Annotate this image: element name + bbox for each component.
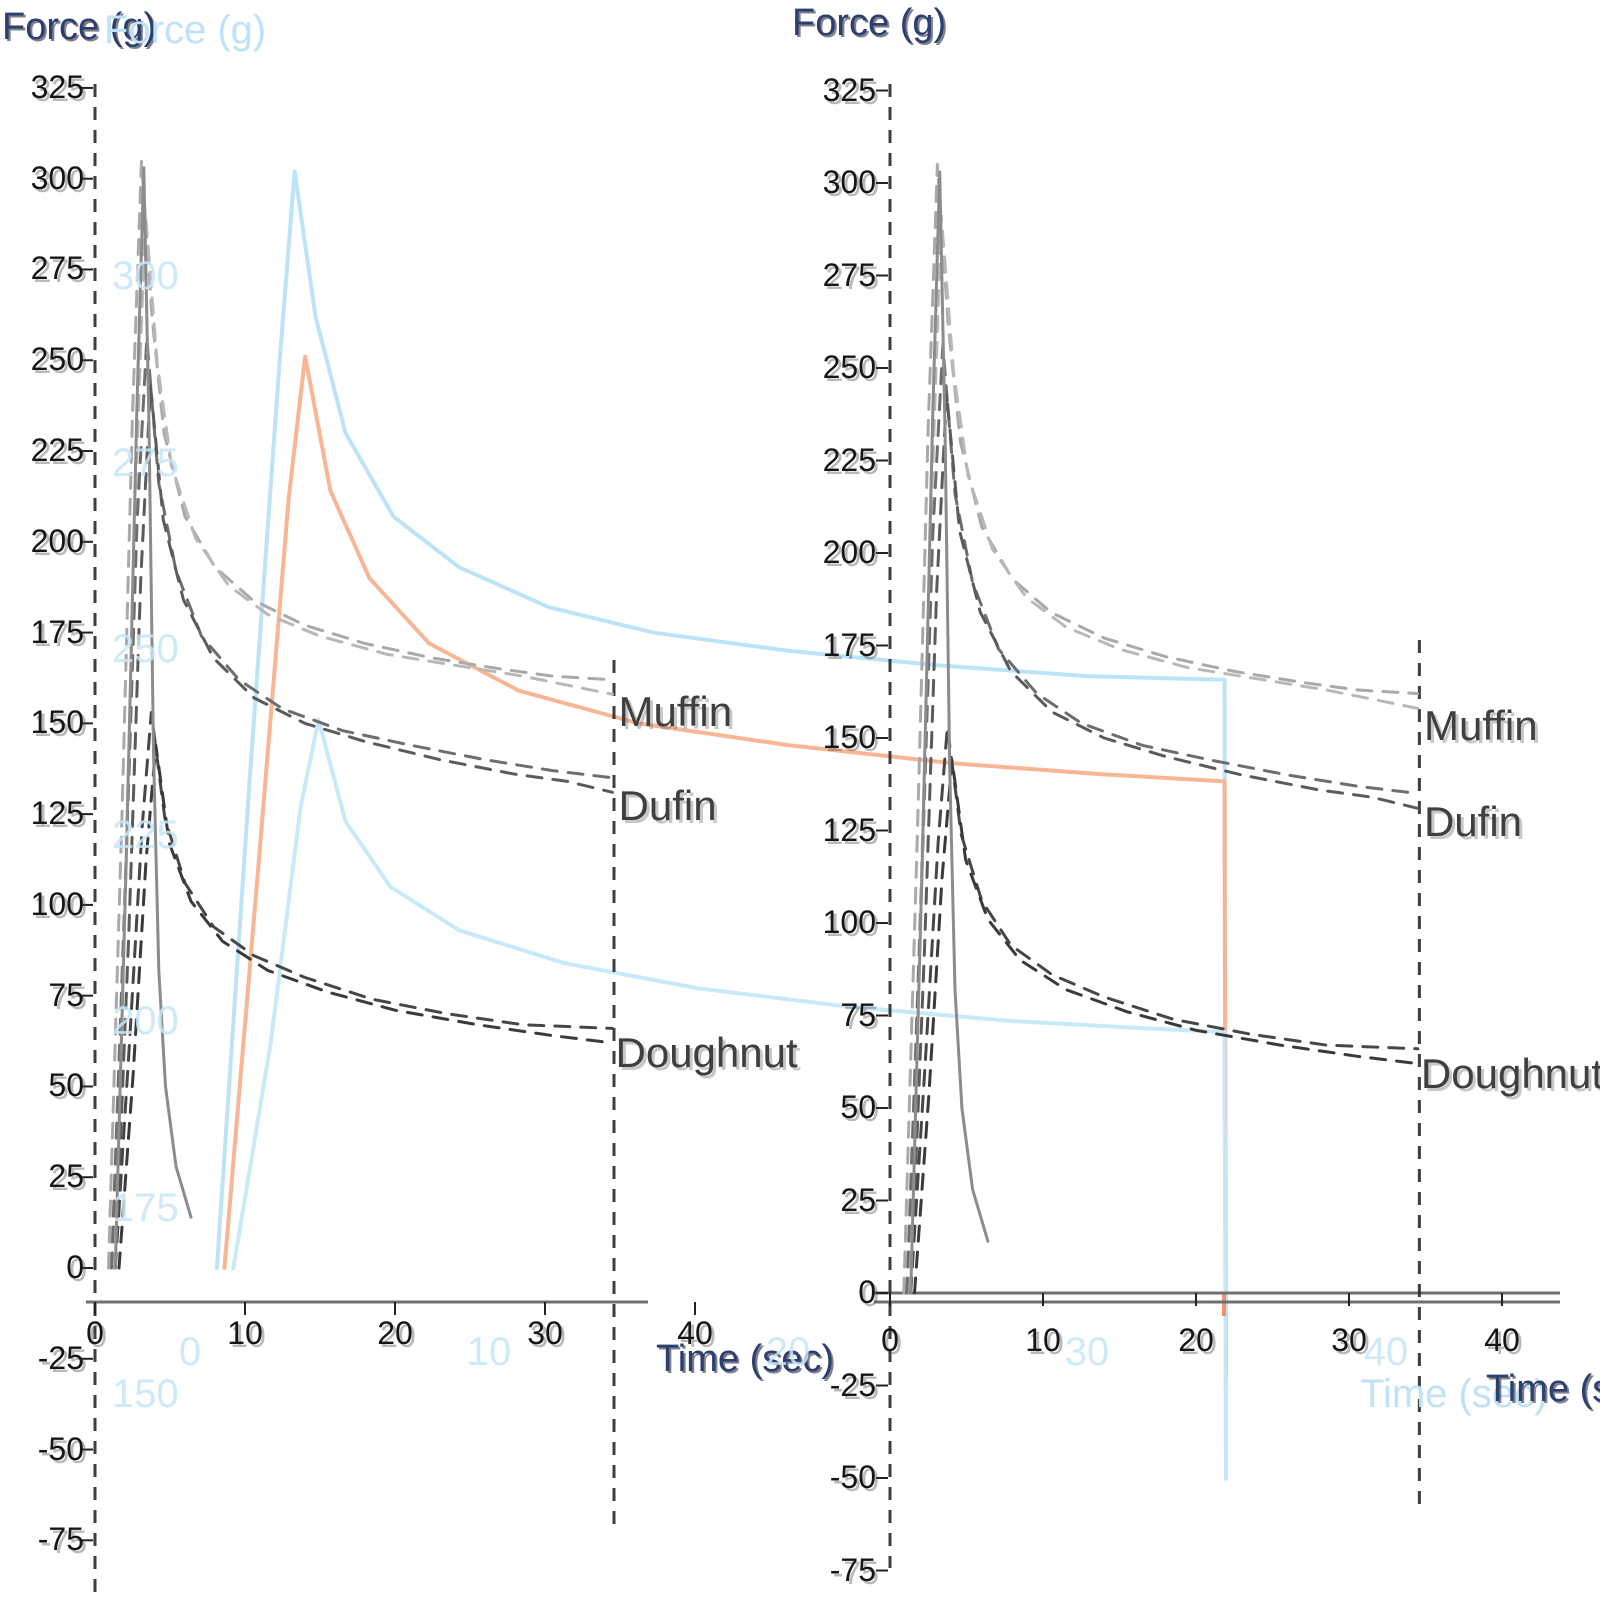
y-tick-label: 275 — [30, 250, 84, 287]
ghost-curve-dufin-ghost — [222, 354, 1228, 1379]
y-tick-label: -75 — [829, 1551, 876, 1588]
y-tick-label: -25 — [37, 1339, 84, 1376]
y-tick-label: 325 — [30, 68, 84, 105]
y-tick-label: 150 — [30, 704, 84, 741]
x-axis-title-ghost: Time (sec) — [1360, 1372, 1548, 1416]
y-tick-label: -50 — [829, 1459, 876, 1495]
y-tick-label: 200 — [30, 522, 84, 559]
y-tick-label: -75 — [37, 1521, 84, 1558]
y-tick-label: -25 — [829, 1366, 876, 1403]
y-tick-label: 250 — [822, 349, 876, 385]
curve-dufin-band-lower-left — [113, 384, 614, 1270]
y-tick-label: 225 — [822, 441, 876, 478]
curve-dufin-band-upper-right — [905, 344, 1420, 1295]
curve-doughnut-band-lower-left — [117, 743, 614, 1270]
ghost-y-tick-label: 275 — [112, 440, 179, 485]
curve-label-dufin-left: Dufin — [618, 782, 717, 830]
x-tick-label: 30 — [1331, 1322, 1367, 1358]
y-tick-label: 325 — [822, 71, 876, 108]
y-tick-label: 125 — [30, 795, 84, 832]
curve-label-muffin-left: Muffin — [618, 687, 733, 735]
y-tick-label: 200 — [822, 534, 876, 570]
x-tick-label: 0 — [881, 1322, 899, 1358]
ghost-y-tick-label: 225 — [112, 813, 179, 857]
ghost-x-tick-label: 10 — [466, 1330, 512, 1374]
x-tick-label: 30 — [527, 1315, 563, 1351]
x-tick-label: 0 — [86, 1315, 104, 1351]
y-tick-label: 300 — [30, 159, 84, 196]
y-tick-label: 225 — [30, 432, 84, 469]
ghost-x-tick-label: 40 — [1363, 1330, 1409, 1374]
ghost-y-tick-label: 300 — [112, 254, 179, 299]
y-tick-label: 175 — [822, 626, 876, 663]
curve-dufin-band-lower-right — [909, 392, 1420, 1295]
x-tick-label: 40 — [677, 1315, 713, 1351]
y-tick-label: 100 — [30, 885, 84, 922]
ghost-y-tick-label: 200 — [112, 999, 179, 1044]
y-tick-label: 25 — [840, 1181, 876, 1218]
curve-doughnut-band-upper-left — [113, 711, 614, 1270]
curve-doughnut-band-lower-right — [913, 758, 1420, 1295]
curve-compression-spike-right — [909, 170, 990, 1295]
ghost-x-tick-label: 30 — [1064, 1330, 1110, 1374]
y-tick-label: -50 — [37, 1430, 84, 1467]
x-tick-label: 40 — [1484, 1322, 1520, 1358]
ghost-x-tick-label: 20 — [765, 1330, 811, 1374]
ghost-y-tick-label: 175 — [112, 1185, 179, 1230]
y-tick-label: 0 — [66, 1249, 84, 1285]
y-axis-title-ghost: Force (g) — [104, 8, 267, 52]
y-tick-label: 100 — [822, 904, 876, 940]
y-tick-label: 275 — [822, 256, 876, 293]
curve-muffin-band-upper-right — [902, 163, 1420, 1295]
y-tick-label: 0 — [858, 1274, 876, 1310]
ghost-y-tick-label: 150 — [112, 1371, 179, 1416]
y-tick-label: 50 — [840, 1089, 876, 1125]
y-tick-label: 75 — [48, 976, 84, 1013]
curve-dufin-band-upper-left — [110, 337, 614, 1270]
y-tick-label: 250 — [30, 341, 84, 378]
y-tick-label: 300 — [822, 164, 876, 200]
y-axis-title-left: Force (g) — [2, 6, 157, 48]
y-tick-label: 50 — [48, 1067, 84, 1104]
x-tick-label: 10 — [1025, 1322, 1061, 1358]
curve-label-dufin-right: Dufin — [1423, 798, 1523, 846]
curve-compression-spike-left — [113, 166, 193, 1270]
y-tick-label: 25 — [48, 1158, 84, 1195]
y-axis-title-right: Force (g) — [792, 2, 947, 44]
x-tick-label: 10 — [227, 1315, 263, 1351]
ghost-x-tick-label: 0 — [178, 1330, 202, 1374]
curve-doughnut-band-upper-right — [909, 725, 1420, 1295]
y-tick-label: 150 — [822, 719, 876, 755]
curve-label-doughnut-right: Doughnut — [1420, 1050, 1600, 1097]
y-tick-label: 75 — [840, 996, 876, 1033]
x-tick-label: 20 — [377, 1315, 413, 1351]
curve-label-doughnut-left: Doughnut — [615, 1029, 798, 1077]
ghost-curve-muffin-ghost — [214, 169, 1228, 1481]
x-tick-label: 20 — [1178, 1322, 1214, 1358]
ghost-curve-doughnut-ghost — [231, 717, 1228, 1481]
curve-muffin-band-upper-left — [107, 159, 614, 1270]
x-axis-title-right: Time (sec) — [1486, 1368, 1600, 1410]
y-tick-label: 175 — [30, 613, 84, 650]
curve-label-muffin-right: Muffin — [1423, 702, 1538, 750]
x-axis-title-left: Time (sec) — [656, 1338, 835, 1380]
ghost-y-tick-label: 250 — [112, 626, 179, 671]
curve-muffin-band-lower-right — [906, 214, 1420, 1295]
y-tick-label: 125 — [822, 811, 876, 848]
